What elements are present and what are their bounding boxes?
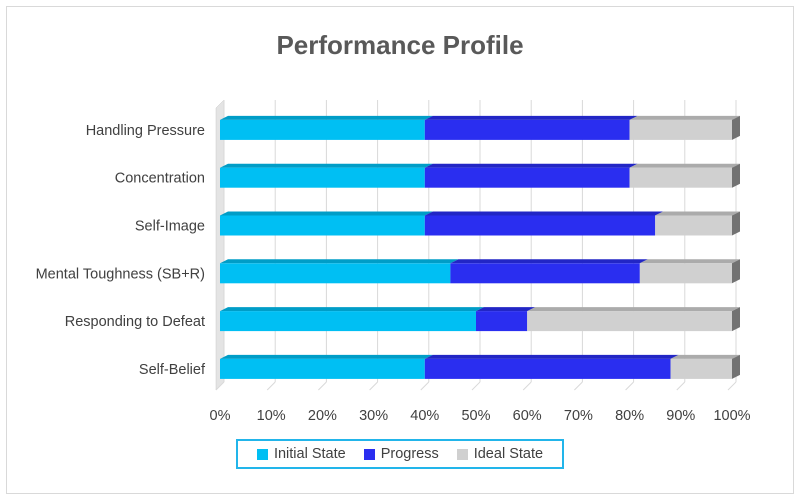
bar-end-cap	[732, 163, 740, 188]
bar-top	[424, 163, 638, 168]
gridline-floor	[215, 381, 225, 391]
gridline-floor	[727, 381, 737, 391]
bar-end-cap	[732, 307, 740, 332]
bar-top	[220, 354, 433, 359]
category-label: Handling Pressure	[86, 123, 205, 139]
gridline-floor	[318, 381, 327, 391]
legend-label-ideal-state: Ideal State	[473, 446, 544, 462]
legend-label-progress: Progress	[380, 446, 439, 462]
bar	[424, 167, 630, 188]
bar	[629, 167, 732, 188]
bar	[220, 311, 476, 332]
bar	[220, 167, 425, 188]
bar-top	[450, 259, 648, 264]
x-tick-label: 10%	[257, 408, 286, 424]
legend-swatch-initial-state	[256, 448, 268, 460]
gridline-floor	[420, 381, 430, 391]
gridline-floor	[625, 381, 634, 391]
category-label: Self-Image	[135, 219, 205, 235]
x-tick-label: 70%	[564, 408, 593, 424]
bar	[220, 215, 425, 236]
chart-title: Performance Profile	[276, 30, 524, 60]
bar-end-cap	[732, 211, 740, 236]
chart-area	[6, 6, 794, 494]
bar	[655, 215, 732, 236]
gridline-floor	[471, 381, 481, 391]
gridline-floor	[676, 381, 686, 391]
bar-top	[220, 307, 484, 312]
gridline-floor	[574, 381, 583, 391]
bar	[450, 263, 640, 284]
gridline-floor	[266, 381, 276, 391]
bar-top	[424, 354, 679, 359]
x-tick-label: 60%	[513, 408, 542, 424]
category-label: Concentration	[115, 171, 205, 187]
legend-label-initial-state: Initial State	[273, 446, 346, 462]
bar	[424, 215, 656, 236]
bar-top	[476, 307, 536, 312]
x-tick-label: 40%	[410, 408, 439, 424]
category-label: Self-Belief	[139, 362, 206, 378]
x-tick-label: 100%	[713, 408, 750, 424]
bar-top	[639, 259, 740, 264]
bar	[220, 263, 451, 284]
legend: Initial State Progress Ideal State	[236, 439, 564, 469]
bar-top	[629, 163, 740, 168]
bar	[220, 358, 425, 379]
gridline-floor	[369, 381, 378, 391]
bar-top	[670, 354, 740, 359]
legend-item-ideal-state: Ideal State	[456, 446, 544, 462]
category-label: Responding to Defeat	[65, 314, 205, 330]
legend-item-initial-state: Initial State	[256, 446, 346, 462]
axis-side-wall	[215, 99, 225, 391]
x-tick-label: 30%	[359, 408, 388, 424]
bar	[629, 119, 732, 140]
bar	[424, 358, 671, 379]
bar-end-cap	[732, 354, 740, 379]
bar	[220, 119, 425, 140]
legend-item-progress: Progress	[363, 446, 439, 462]
bar-top	[629, 115, 740, 120]
x-tick-label: 0%	[210, 408, 231, 424]
x-tick-label: 50%	[461, 408, 490, 424]
bar-top	[220, 115, 433, 120]
bar-top	[527, 307, 740, 312]
category-label: Mental Toughness (SB+R)	[36, 266, 205, 282]
x-tick-label: 90%	[666, 408, 695, 424]
gridline-floor	[522, 381, 532, 391]
legend-swatch-progress	[363, 448, 375, 460]
legend-swatch-ideal-state	[456, 448, 468, 460]
bar-top	[220, 163, 433, 168]
bar-top	[655, 211, 740, 216]
bar-end-cap	[732, 115, 740, 140]
bar-top	[220, 211, 433, 216]
x-tick-label: 20%	[308, 408, 337, 424]
bar-end-cap	[732, 259, 740, 284]
bar	[476, 311, 528, 332]
bar	[670, 358, 732, 379]
bar-top	[424, 211, 664, 216]
bar-top	[220, 259, 459, 264]
x-tick-label: 80%	[615, 408, 644, 424]
bar	[424, 119, 630, 140]
bar	[639, 263, 732, 284]
bar-top	[424, 115, 638, 120]
bar	[527, 311, 732, 332]
